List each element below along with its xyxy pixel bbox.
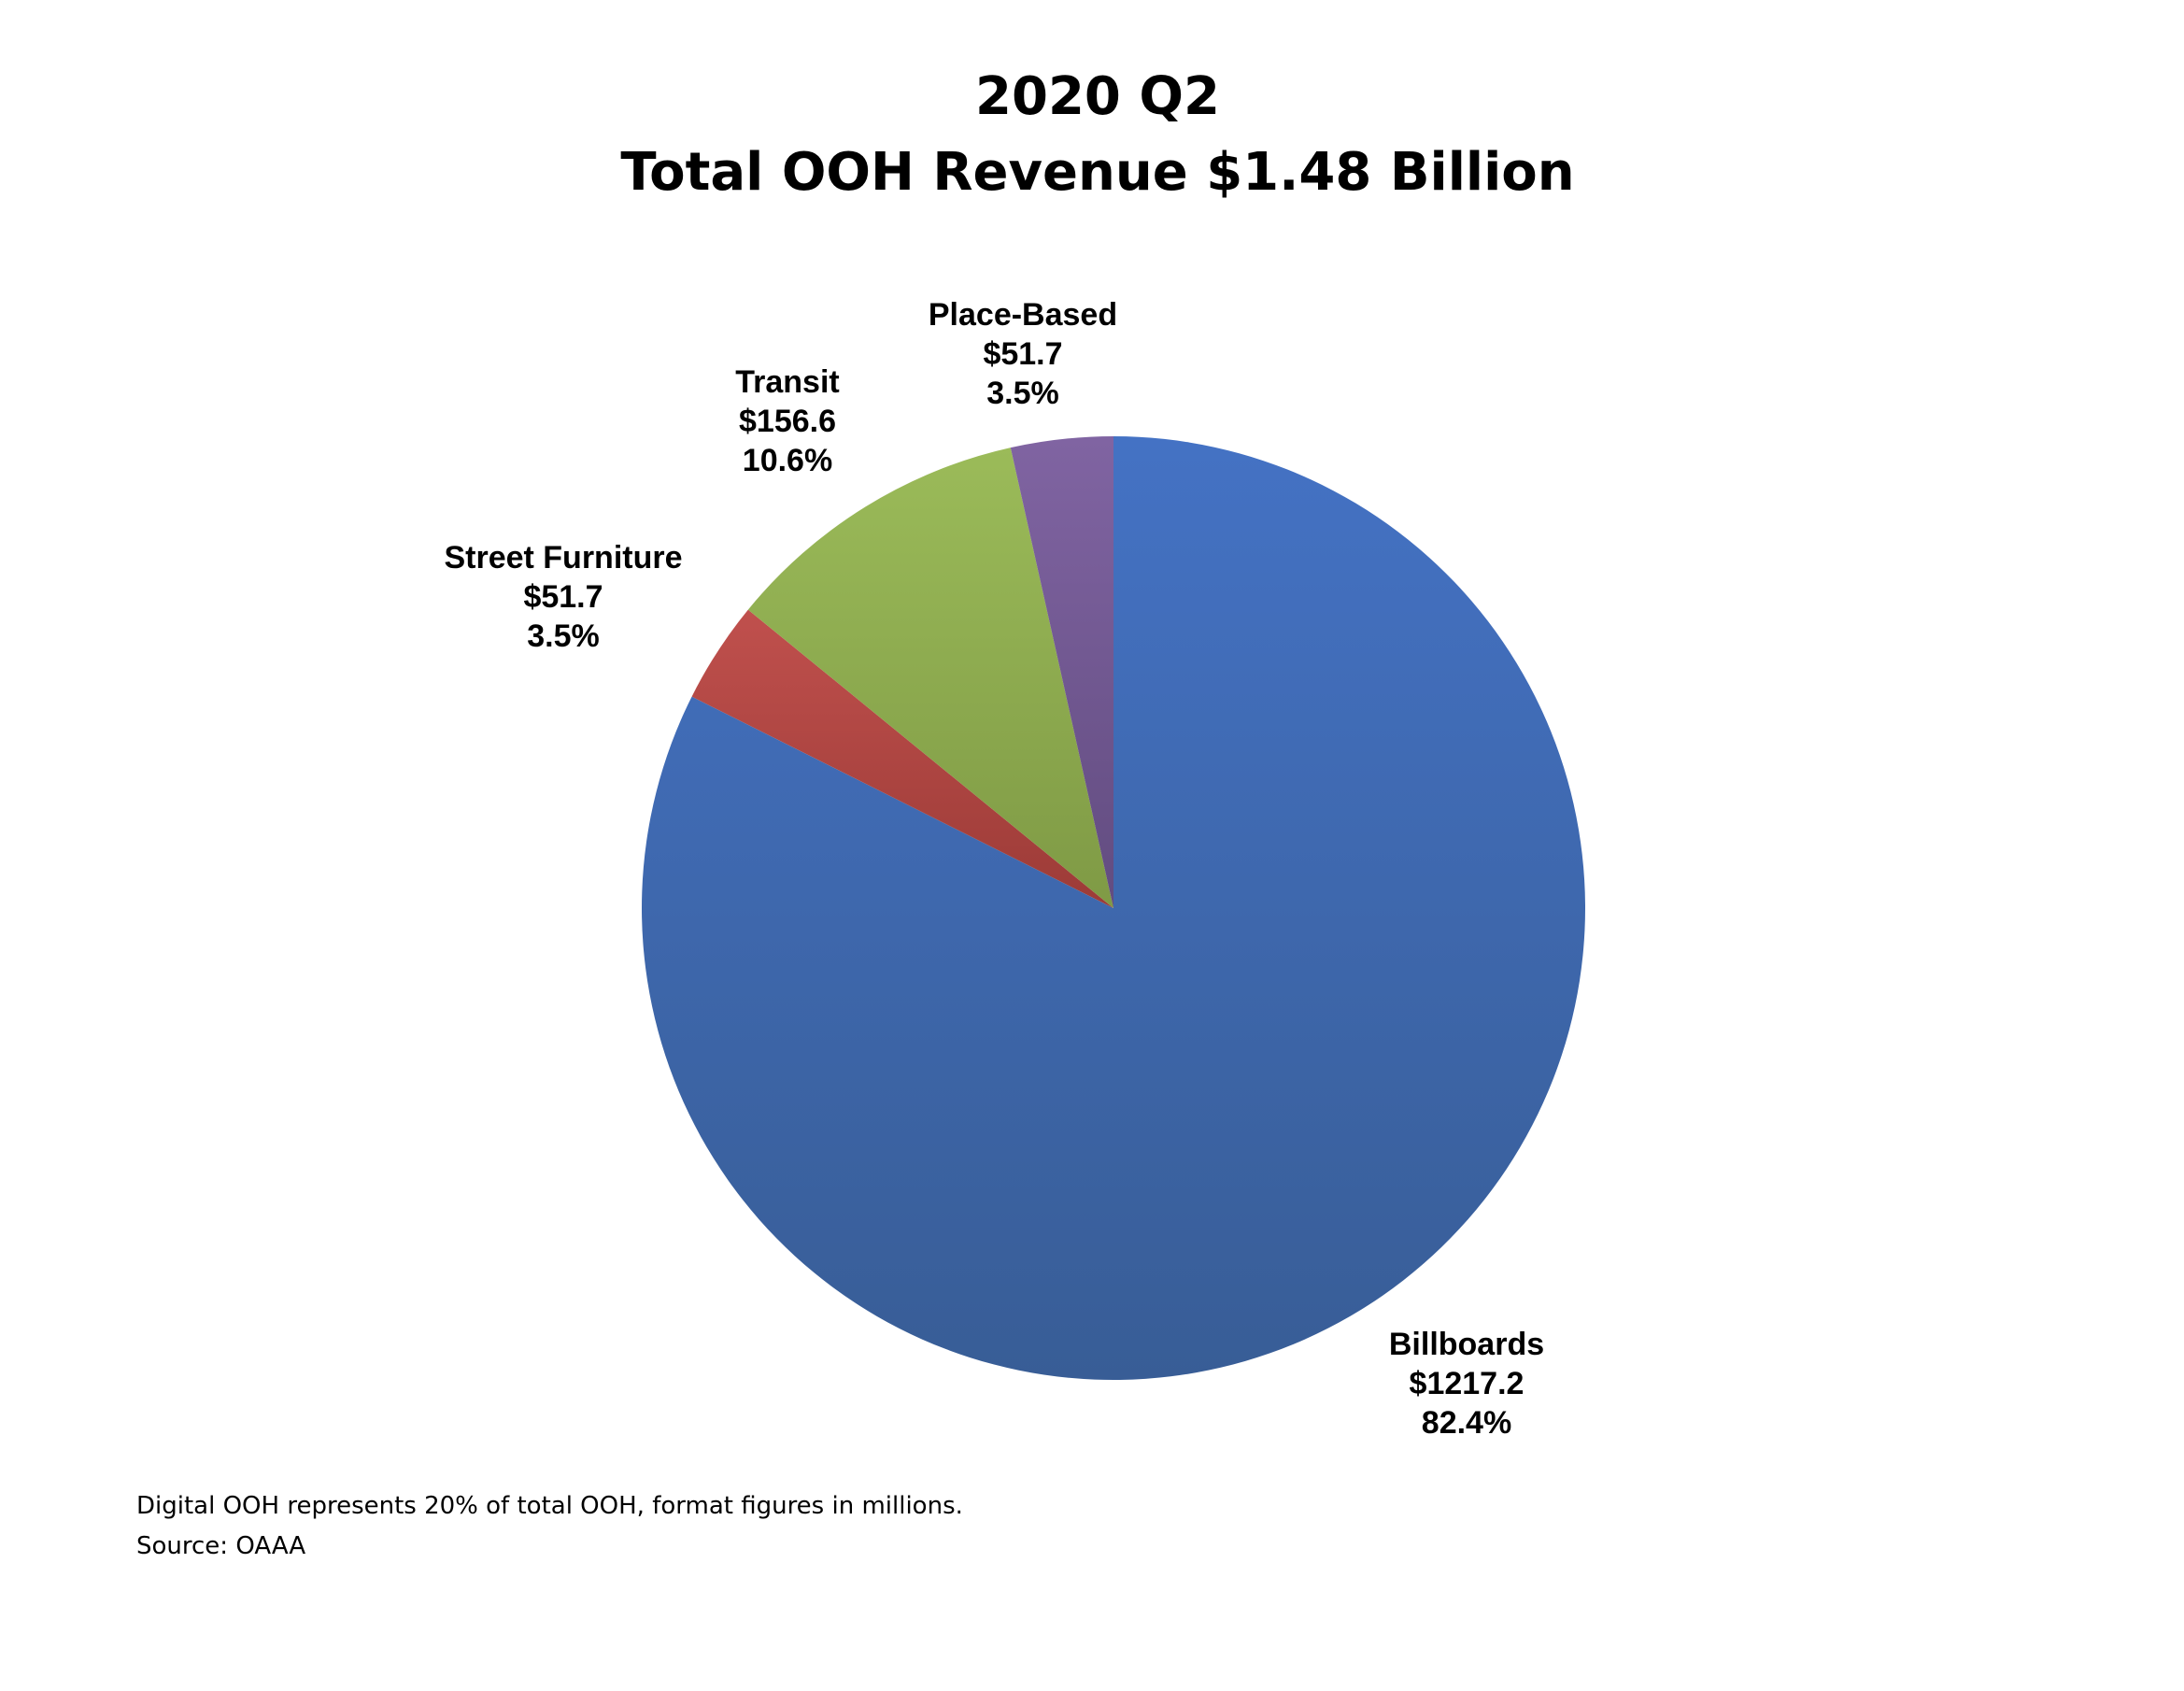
slice-label-transit-percent: 10.6%	[743, 443, 832, 478]
chart-title-line-1: 2020 Q2	[975, 66, 1220, 127]
pie-slice-place-based	[1010, 436, 1113, 908]
chart-title-line-2: Total OOH Revenue $1.48 Billion	[620, 142, 1574, 203]
slice-label-transit-value: $156.6	[739, 404, 836, 439]
slice-label-place-based-name: Place-Based	[929, 297, 1117, 333]
slice-label-street-furniture-name: Street Furniture	[444, 540, 682, 576]
pie-slice-transit	[747, 448, 1113, 908]
footnote-source: Source: OAAA	[136, 1532, 306, 1560]
slice-label-billboards-percent: 82.4%	[1422, 1405, 1511, 1441]
pie-slice-street-furniture	[691, 609, 1113, 908]
slice-label-billboards-value: $1217.2	[1410, 1366, 1525, 1401]
pie-slices	[642, 436, 1586, 1380]
slice-labels: Billboards$1217.282.4%Street Furniture$5…	[444, 297, 1544, 1441]
footnote-digital-ooh: Digital OOH represents 20% of total OOH,…	[136, 1492, 963, 1520]
slice-label-place-based-percent: 3.5%	[986, 376, 1059, 411]
slice-label-billboards-name: Billboards	[1389, 1327, 1544, 1362]
slice-label-transit-name: Transit	[735, 364, 839, 400]
pie-slice-billboards	[642, 436, 1586, 1380]
slice-label-street-furniture-value: $51.7	[523, 579, 603, 615]
slice-label-place-based-value: $51.7	[983, 336, 1062, 372]
chart-title: 2020 Q2 Total OOH Revenue $1.48 Billion	[620, 66, 1574, 203]
slice-label-street-furniture-percent: 3.5%	[527, 618, 600, 654]
